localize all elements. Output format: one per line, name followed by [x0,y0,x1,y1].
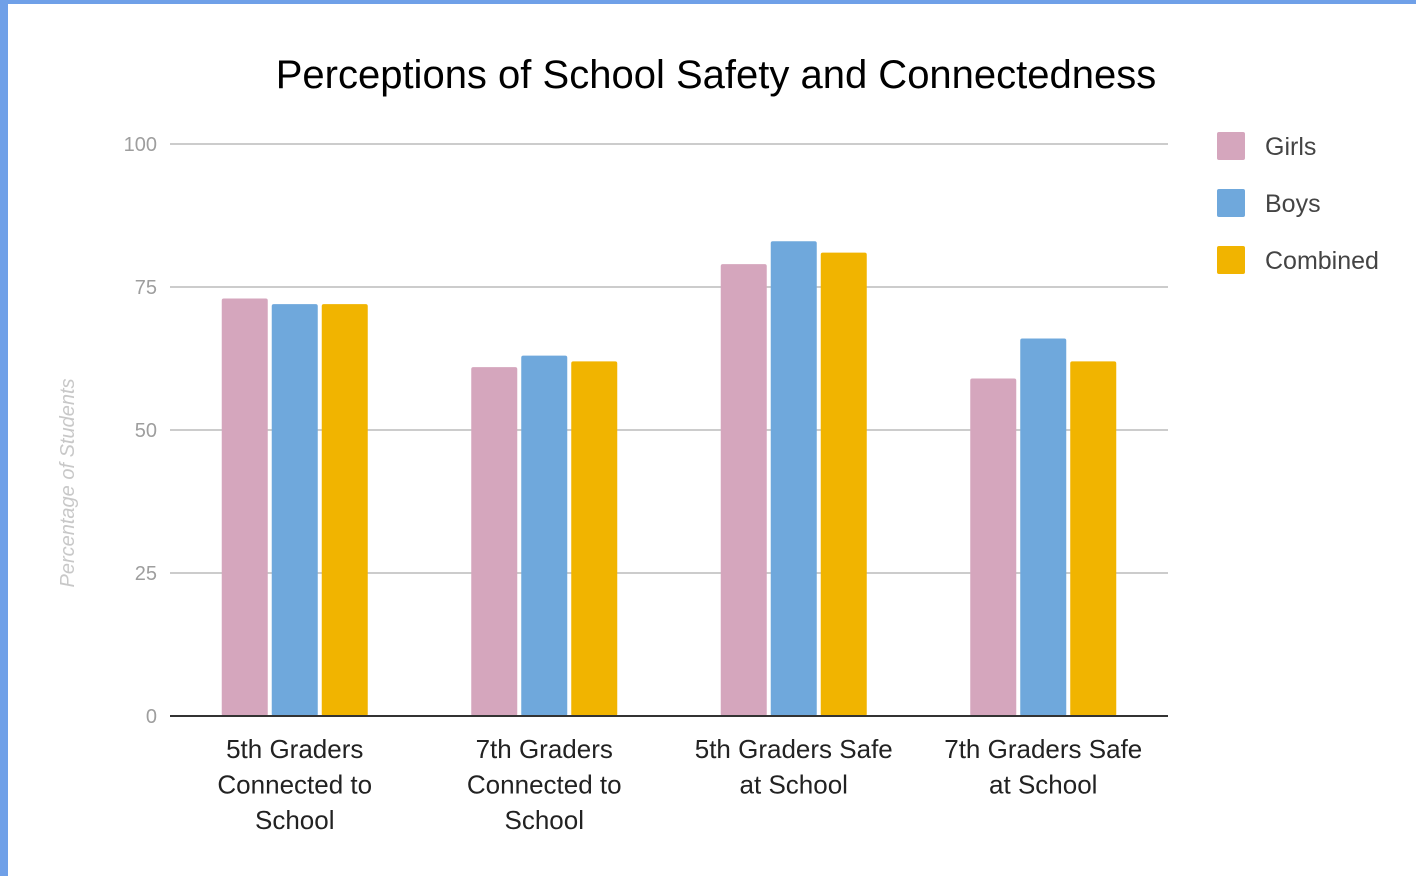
y-tick-label: 25 [135,563,157,585]
bar-boys-3 [770,241,817,717]
y-axis-ticks: 0 25 50 75 100 [124,134,157,728]
bar-boys-4 [1020,338,1067,716]
x-tick-label-line: at School [740,770,848,800]
bars [221,241,1117,717]
x-tick-label-line: School [505,805,585,835]
x-tick-label-line: 7th Graders Safe [944,734,1142,764]
bar-girls-3 [720,264,767,716]
x-tick-label-line: Connected to [217,770,372,800]
x-tick-label-line: 7th Graders [476,734,613,764]
bar-girls-4 [970,378,1017,716]
legend-swatch-combined [1217,246,1245,274]
bar-combined-3 [820,252,867,716]
bar-boys-1 [271,304,318,716]
bar-girls-1 [221,298,268,716]
x-tick-label: 7th Graders Safe at School [944,734,1142,800]
bar-boys-2 [521,355,568,716]
x-tick-label: 5th Graders Safe at School [695,734,893,800]
x-tick-label-line: 5th Graders [226,734,363,764]
legend-swatch-boys [1217,189,1245,217]
x-tick-label: 5th Graders Connected to School [217,734,372,835]
chart-title: Perceptions of School Safety and Connect… [276,53,1157,97]
x-tick-label-line: at School [989,770,1097,800]
bar-girls-2 [471,367,518,716]
x-tick-label-line: School [255,805,335,835]
legend: Girls Boys Combined [1217,132,1379,275]
bar-combined-1 [321,304,368,716]
x-tick-label: 7th Graders Connected to School [467,734,622,835]
legend-label-combined: Combined [1265,247,1379,275]
x-tick-label-line: Connected to [467,770,622,800]
y-tick-label: 100 [124,134,157,156]
legend-label-girls: Girls [1265,133,1316,161]
y-axis-label: Percentage of Students [57,378,79,587]
y-tick-label: 75 [135,277,157,299]
gridlines [170,143,1168,574]
bar-combined-2 [571,361,618,716]
y-tick-label: 50 [135,420,157,442]
y-tick-label: 0 [146,706,157,728]
bar-combined-4 [1070,361,1117,716]
legend-label-boys: Boys [1265,190,1321,218]
legend-swatch-girls [1217,132,1245,160]
x-tick-label-line: 5th Graders Safe [695,734,893,764]
